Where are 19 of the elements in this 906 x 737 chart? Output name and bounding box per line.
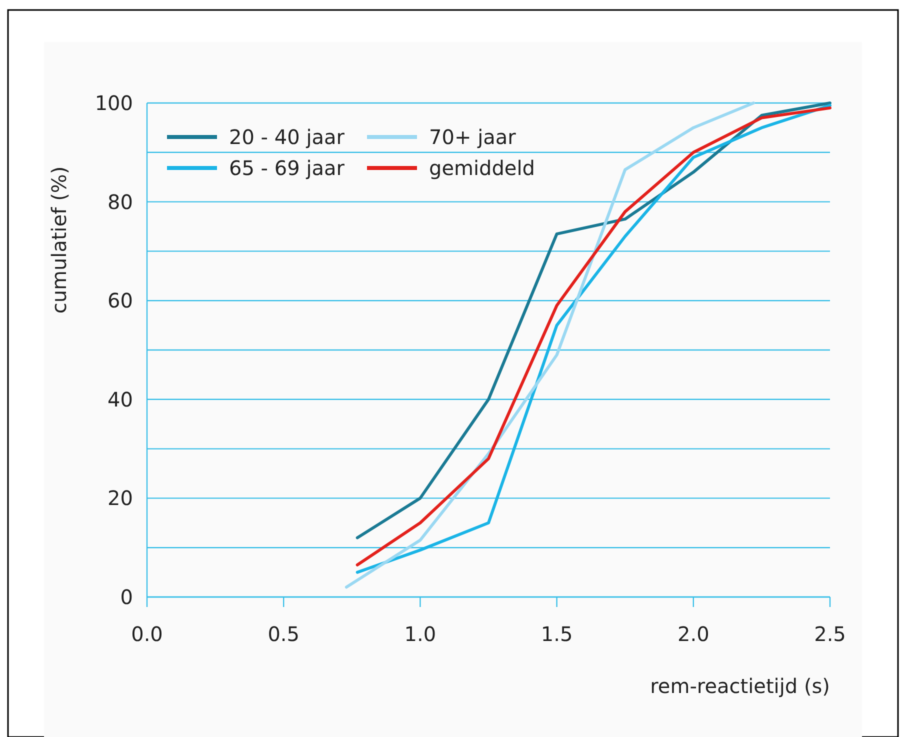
x-tick-label: 2.5 [814,622,846,646]
y-tick-label: 0 [120,585,133,609]
x-tick-label: 1.5 [540,622,573,646]
y-tick-label: 80 [108,190,133,214]
x-tick-label: 0.5 [268,622,300,646]
y-axis-title: cumulatief (%) [47,166,71,314]
y-tick-label: 100 [94,91,133,115]
x-axis-title: rem-reactietijd (s) [650,674,830,698]
y-tick-label: 20 [108,486,133,510]
y-tick-label: 60 [108,288,133,313]
x-tick-label: 1.0 [404,622,436,646]
legend-label: 20 - 40 jaar [229,125,346,149]
x-tick-label: 0.0 [131,622,163,646]
line-series [344,102,756,589]
x-tick-label: 2.0 [677,622,710,646]
y-tick-label: 40 [108,387,133,412]
legend-label: gemiddeld [429,156,535,180]
legend-label: 65 - 69 jaar [229,156,346,180]
legend-label: 70+ jaar [429,125,517,149]
